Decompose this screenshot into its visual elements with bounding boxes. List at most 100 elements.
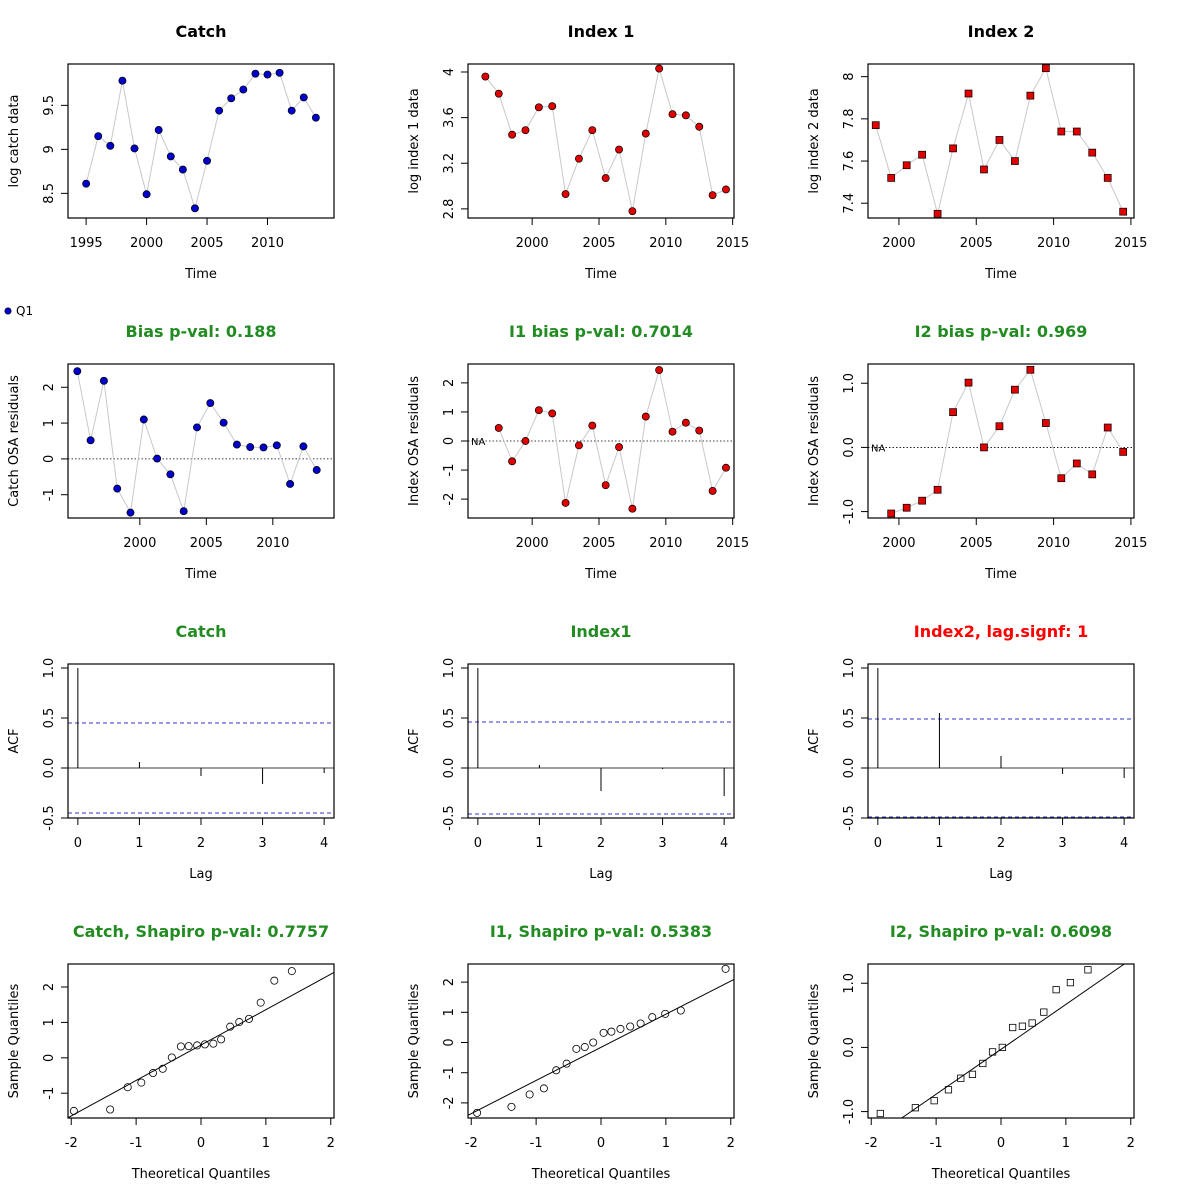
data-point (126, 508, 135, 517)
data-point (82, 179, 91, 188)
qq-point (158, 1064, 167, 1073)
x-tick-label: -1 (130, 1136, 143, 1151)
data-point (641, 412, 650, 421)
plot-frame (867, 63, 1135, 219)
qq-point (552, 1066, 561, 1075)
y-tick-label: 8 (842, 73, 857, 81)
y-tick-label: 0 (442, 1038, 457, 1046)
data-point (130, 144, 139, 153)
data-point (995, 422, 1004, 431)
x-tick-label: 2000 (516, 536, 549, 551)
qq-point (876, 1109, 884, 1118)
x-tick-label: 2015 (1114, 536, 1147, 551)
x-tick-label: -2 (865, 1136, 878, 1151)
y-axis-label: ACF (807, 728, 822, 753)
data-point (227, 94, 236, 103)
qq-point (968, 1070, 977, 1078)
x-tick-label: 4 (1120, 836, 1128, 851)
qq-point (626, 1022, 635, 1031)
x-tick-label: 2010 (649, 236, 682, 251)
y-tick-label: 0 (42, 1054, 57, 1062)
x-tick-label: -1 (530, 1136, 543, 1151)
na-label: NA (471, 437, 485, 448)
data-point (668, 427, 677, 436)
x-axis-label: Lag (189, 867, 212, 882)
panel-title: I1 bias p-val: 0.7014 (509, 322, 693, 341)
data-point (561, 498, 570, 507)
qq-point (539, 1084, 548, 1093)
qq-point (148, 1069, 157, 1078)
x-tick-label: 3 (1058, 836, 1066, 851)
data-point (918, 150, 926, 159)
x-axis-label: Lag (989, 867, 1012, 882)
data-point (887, 509, 896, 518)
data-point (995, 136, 1004, 144)
x-tick-label: 2 (997, 836, 1005, 851)
data-point (94, 132, 103, 141)
panel-p43: I2, Shapiro p-val: 0.6098 -2 -1 0 1 2 -1.0 0.0 1… (807, 922, 1135, 1182)
y-tick-label: 9 (42, 145, 57, 153)
x-tick-label: 0 (997, 1136, 1005, 1151)
qq-point (1066, 979, 1075, 987)
x-tick-label: 2005 (960, 536, 993, 551)
x-tick-label: 2010 (1037, 536, 1070, 551)
data-point (299, 93, 308, 102)
data-point (964, 89, 973, 98)
y-tick-label: 4 (442, 68, 457, 76)
y-tick-label: 0 (42, 455, 57, 463)
y-tick-label: 2.8 (442, 199, 457, 220)
panel-p22: I1 bias p-val: 0.7014 2000 2005 2010 2015 -2 -… (407, 322, 749, 582)
data-point (615, 443, 623, 452)
qq-point (616, 1024, 625, 1033)
data-point (980, 165, 988, 174)
y-tick-label: 1 (442, 408, 457, 416)
plot-frame (67, 363, 335, 519)
qq-point (1052, 986, 1060, 994)
x-axis-label: Theoretical Quantiles (531, 1167, 671, 1182)
y-tick-label: -0.5 (42, 805, 57, 830)
y-tick-label: 7.8 (842, 109, 857, 130)
panel-p41: Catch, Shapiro p-val: 0.7757 -2 -1 0 1 2 -1 0 1 2… (7, 922, 335, 1182)
x-tick-label: 4 (720, 836, 728, 851)
x-tick-label: 2010 (649, 536, 682, 551)
panel-p13: Index 2 2000 2005 2010 2015 7.4 7.6 7.8 8 Time log… (807, 22, 1147, 282)
panel-title: Index2, lag.signf: 1 (914, 622, 1088, 641)
data-point (655, 366, 664, 375)
data-point (695, 426, 704, 435)
data-point (887, 174, 896, 182)
qq-point (245, 1014, 254, 1023)
x-tick-label: 2 (1127, 1136, 1135, 1151)
data-point (272, 441, 281, 450)
y-axis-label: Sample Quantiles (7, 983, 22, 1098)
y-tick-label: -1 (42, 488, 57, 501)
data-point (481, 72, 490, 81)
data-point (251, 69, 260, 78)
x-tick-label: 2 (327, 1136, 335, 1151)
data-point (1088, 470, 1097, 479)
x-tick-label: 2005 (582, 236, 615, 251)
plot-frame (467, 63, 735, 219)
x-tick-label: 1 (935, 836, 943, 851)
data-point (203, 156, 211, 165)
data-point (574, 154, 583, 163)
data-point (918, 496, 926, 505)
data-point (73, 367, 82, 376)
data-point (949, 144, 957, 153)
qq-point (636, 1019, 645, 1028)
x-tick-label: 2010 (256, 536, 289, 551)
x-tick-label: 1 (535, 836, 543, 851)
y-tick-label: 0.5 (442, 708, 457, 729)
y-tick-label: 9.5 (42, 95, 57, 116)
x-tick-label: 3 (658, 836, 666, 851)
data-point (191, 204, 199, 213)
y-tick-label: 2 (42, 383, 57, 391)
panel-p12: Index 1 2000 2005 2010 2015 2.8 3.2 3.6 4 Time log… (407, 22, 749, 282)
qq-point (1009, 1023, 1017, 1032)
data-point (275, 68, 284, 77)
qq-point (648, 1013, 657, 1022)
qq-line (467, 978, 735, 1116)
data-point (588, 421, 597, 430)
x-tick-label: 2005 (960, 236, 993, 251)
y-axis-label: Index OSA residuals (807, 376, 822, 506)
